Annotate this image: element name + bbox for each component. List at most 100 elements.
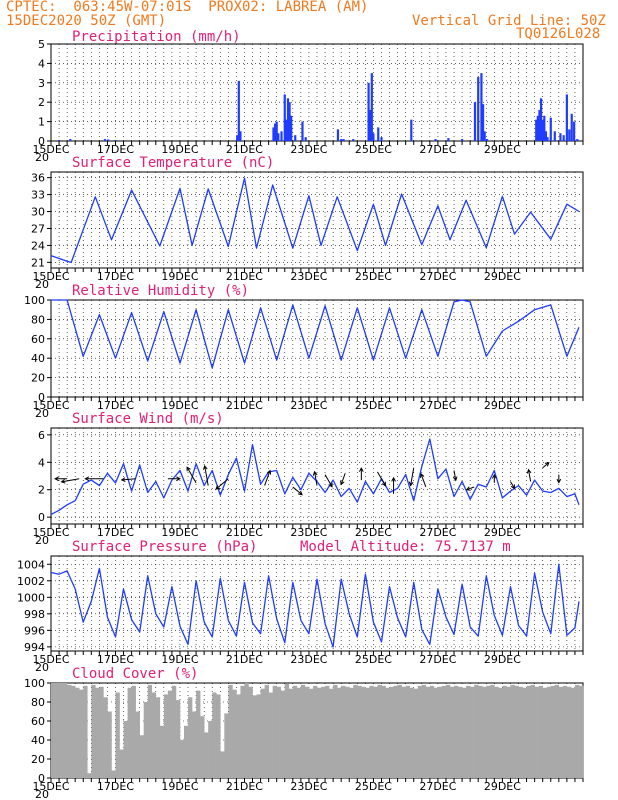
cloud-bar	[228, 684, 233, 778]
precip-xtick-label: 27DEC	[419, 143, 456, 156]
cloud-xtick-label: 17DEC	[97, 780, 134, 793]
cloud-bar	[296, 687, 302, 778]
cloud-bar	[75, 687, 80, 778]
precip-bar	[280, 131, 283, 141]
wind-arrow-head	[556, 478, 562, 484]
precip-xtick-label: 17DEC	[97, 143, 134, 156]
cloud-bar	[437, 686, 443, 778]
cloud-bar	[546, 686, 552, 778]
cloud-bar	[159, 725, 165, 778]
cloud-bar	[256, 694, 261, 778]
cloud-bar	[554, 684, 560, 778]
cloud-bar	[317, 687, 322, 778]
cloud-bar	[155, 697, 161, 778]
wind-arrow	[465, 486, 475, 491]
pressure-model-altitude: Model Altitude: 75.7137 m	[300, 539, 511, 555]
precip-xtick-label: 29DEC	[484, 143, 521, 156]
cloud-bar	[135, 711, 140, 778]
precip-bar	[477, 76, 480, 141]
wind-arrow	[202, 464, 209, 486]
cloud-series	[51, 683, 584, 778]
pressure-ytick-label: 1000	[17, 591, 45, 604]
cloud-ytick-label: 60	[31, 715, 45, 728]
cloud-bar	[280, 690, 286, 778]
cloud-bar	[349, 687, 354, 778]
precip-bar	[434, 139, 437, 141]
wind-arrow	[452, 470, 458, 482]
wind-arrow-head	[408, 481, 414, 487]
wind-arrow	[84, 476, 104, 482]
pressure-xtick-label: 27DEC	[419, 653, 456, 666]
wind-arrow-head	[60, 478, 66, 484]
wind-arrow	[377, 471, 386, 487]
wind-arrow-shaft	[204, 465, 209, 486]
cloud-bar	[550, 685, 556, 778]
pressure-xtick-label: 29DEC	[484, 653, 521, 666]
precip-bar	[336, 129, 340, 141]
title-rh: Relative Humidity (%)	[72, 283, 250, 299]
wind-arrow	[556, 474, 562, 484]
precip-bar	[549, 117, 552, 141]
cloud-bar	[163, 694, 169, 778]
precip-bar	[536, 115, 539, 141]
cloud-bar	[482, 686, 487, 778]
precip-bar	[485, 139, 489, 141]
cloud-bar	[474, 684, 479, 778]
cloud-bar	[276, 686, 282, 778]
wind-arrow-head	[297, 490, 303, 496]
cloud-bar	[300, 684, 306, 778]
pressure-ytick-label: 998	[24, 608, 45, 621]
wind-arrow-shaft	[61, 478, 80, 483]
cloud-bar	[337, 687, 342, 778]
wind-xtick-label: 29DEC	[484, 526, 521, 539]
cloud-bar	[151, 692, 157, 778]
temp-xtick-label: 29DEC	[484, 270, 521, 283]
cloud-bar	[212, 692, 217, 778]
temp-ytick-label: 30	[31, 206, 45, 219]
header-run-id: TQ0126L028	[516, 26, 601, 42]
cloud-bar	[175, 700, 181, 778]
cloud-bar	[167, 690, 173, 778]
cloud-bar	[171, 685, 177, 778]
cloud-bar	[441, 685, 447, 778]
cloud-bar	[196, 690, 201, 778]
cloud-bar	[192, 711, 197, 778]
wind-arrow-head	[328, 482, 333, 488]
cloud-bar	[417, 685, 423, 778]
cloud-bar	[470, 686, 475, 778]
cloud-bar	[526, 685, 531, 778]
rh-xtick-label: 23DEC	[290, 399, 327, 412]
cloud-xtick-label: 23DEC	[290, 780, 327, 793]
cloud-bar	[188, 697, 193, 778]
temp-xtick-label: 25DEC	[355, 270, 392, 283]
cloud-bar	[248, 686, 253, 778]
wind-arrow-head	[358, 467, 364, 472]
cloud-bar	[115, 692, 120, 778]
rh-series	[51, 299, 580, 369]
cloud-bar	[119, 749, 124, 778]
cloud-bar	[570, 687, 576, 778]
cloud-bar	[462, 687, 467, 778]
title-wind: Surface Wind (m/s)	[72, 411, 224, 427]
wind-arrow-shaft	[215, 478, 229, 490]
cloud-bar	[433, 687, 439, 778]
wind-arrow-shaft	[314, 471, 318, 486]
wind-xtick-label: 23DEC	[290, 526, 327, 539]
wind-arrow	[408, 467, 415, 487]
precip-bar	[272, 127, 275, 141]
cloud-bar	[389, 686, 394, 778]
precip-bar	[103, 139, 107, 141]
cloud-bar	[486, 685, 491, 778]
cloud-bar	[361, 686, 366, 778]
cloud-ytick-label: 80	[31, 696, 45, 709]
cloud-bar	[184, 725, 189, 778]
precip-bar	[285, 119, 288, 141]
precip-bar	[480, 73, 483, 141]
wind-arrow	[358, 467, 364, 481]
cloud-xtick-year: 20	[35, 788, 49, 800]
cloud-bar	[71, 685, 76, 778]
rh-line	[51, 299, 580, 369]
wind-arrow	[419, 472, 427, 488]
precip-bar	[483, 131, 486, 141]
temp-xtick-label: 23DEC	[290, 270, 327, 283]
